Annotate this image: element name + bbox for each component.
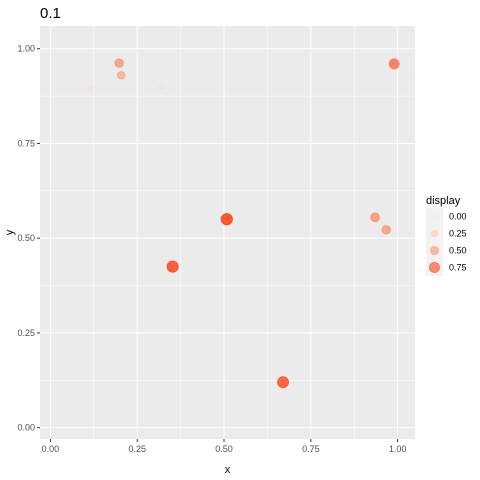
x-axis: 0.00 0.25 0.50 0.75 1.00 [42,439,407,454]
data-point [116,70,126,80]
y-tick-label: 0.50 [17,233,35,243]
y-axis: 0.00 0.25 0.50 0.75 1.00 [17,44,40,433]
legend-key-background [426,225,443,242]
y-tick-label: 0.75 [17,138,35,148]
legend: display 0.00 0.25 0.50 0.75 [426,195,467,276]
data-point [370,212,380,223]
legend-keys: 0.00 0.25 0.50 0.75 [426,208,467,276]
x-tick-label: 1.00 [389,444,407,454]
y-tick-label: 1.00 [17,44,35,54]
legend-key-symbol [429,262,440,273]
chart-title: 0.1 [40,5,61,22]
legend-label: 0.25 [449,229,467,239]
x-tick-label: 0.75 [302,444,320,454]
data-point [114,58,124,68]
data-point [158,84,164,91]
legend-key-background [426,208,443,225]
data-point [388,58,400,70]
y-tick-label: 0.25 [17,328,35,338]
data-point [88,86,94,93]
x-axis-title: x [225,464,231,476]
y-tick-label: 0.00 [17,423,35,433]
data-point [381,225,391,235]
data-point [166,260,179,273]
legend-label: 0.50 [449,246,467,256]
legend-key-symbol [430,246,439,255]
plot-panel [40,26,415,439]
minor-gridlines [40,26,415,439]
x-tick-label: 0.50 [215,444,233,454]
data-points [88,58,400,389]
data-point [277,376,289,389]
x-tick-label: 0.00 [42,444,60,454]
y-axis-title: y [4,229,16,235]
legend-label: 0.75 [449,263,467,273]
data-point [220,213,233,226]
x-tick-label: 0.25 [128,444,146,454]
legend-title: display [426,195,461,207]
legend-key-symbol [432,214,437,219]
major-gridlines [40,26,415,439]
legend-key-symbol [431,230,438,237]
legend-label: 0.00 [449,212,467,222]
